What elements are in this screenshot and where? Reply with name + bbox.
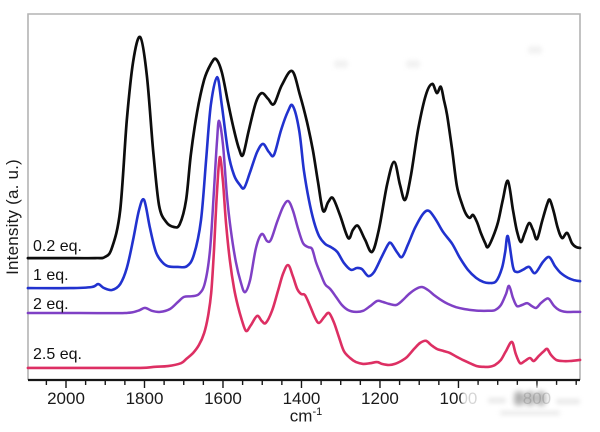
x-axis-label: cm-1 bbox=[290, 406, 322, 427]
series-label-2-eq: 2 eq. bbox=[33, 296, 69, 313]
watermark-smudge bbox=[488, 398, 506, 403]
x-tick-label: 1400 bbox=[283, 389, 321, 408]
y-axis-label: Intensity (a. u.) bbox=[3, 159, 23, 275]
spectrum-curve-0 bbox=[26, 35, 582, 260]
ghost-smudge bbox=[528, 46, 542, 54]
x-tick-label: 1200 bbox=[361, 389, 399, 408]
x-tick-label: 1800 bbox=[126, 389, 164, 408]
watermark-ghost-text: 800 bbox=[514, 389, 548, 409]
series-label-0-2-eq: 0.2 eq. bbox=[33, 238, 82, 255]
x-axis-unit-exponent: -1 bbox=[312, 406, 323, 418]
watermark-blur-patch bbox=[462, 386, 594, 422]
watermark-smudge bbox=[500, 411, 560, 415]
spectrum-curve-2 bbox=[26, 119, 582, 315]
x-tick-label: 2000 bbox=[47, 389, 85, 408]
series-label-2-5-eq: 2.5 eq. bbox=[33, 346, 82, 363]
watermark-smudge bbox=[556, 399, 580, 404]
spectrum-curve-3 bbox=[26, 155, 582, 370]
ghost-smudge bbox=[406, 60, 420, 68]
x-axis-unit: cm bbox=[289, 406, 313, 426]
series-label-1-eq: 1 eq. bbox=[33, 267, 69, 284]
x-tick-label: 1600 bbox=[204, 389, 242, 408]
spectrum-curve-1 bbox=[26, 75, 582, 292]
plot-frame bbox=[27, 13, 581, 380]
ghost-smudge bbox=[334, 60, 348, 68]
y-axis-label-text: Intensity (a. u.) bbox=[3, 159, 22, 275]
